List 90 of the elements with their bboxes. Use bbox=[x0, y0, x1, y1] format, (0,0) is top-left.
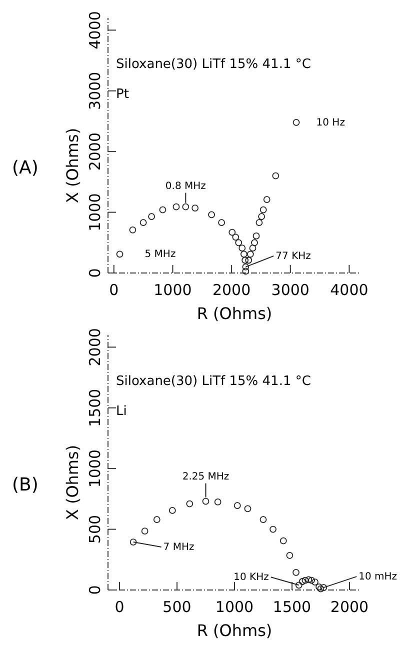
point bbox=[238, 244, 246, 252]
x-tick-label: 2000 bbox=[212, 281, 251, 299]
x-tick-label: 4000 bbox=[330, 281, 368, 299]
annotation: 10 KHz bbox=[234, 572, 269, 584]
point bbox=[116, 250, 124, 258]
point bbox=[252, 232, 260, 240]
point bbox=[316, 584, 322, 590]
point bbox=[305, 576, 312, 584]
point bbox=[182, 203, 190, 210]
text: Li bbox=[116, 404, 127, 419]
point bbox=[153, 516, 160, 524]
x-tick-label: 3000 bbox=[271, 281, 310, 299]
text: Siloxane(30) LiTf 15% 41.1 °C bbox=[116, 57, 311, 72]
point bbox=[302, 576, 309, 584]
point bbox=[320, 584, 328, 592]
point bbox=[256, 219, 263, 226]
x-axis-title: R (Ohms) bbox=[196, 621, 272, 640]
point bbox=[270, 526, 276, 533]
text: Siloxane(30) LiTf 15% 41.1 °C bbox=[116, 374, 311, 389]
y-tick-label: 500 bbox=[86, 514, 104, 544]
annotation: 10 mHz bbox=[358, 572, 398, 583]
y-tick-label: 0 bbox=[86, 585, 104, 595]
point bbox=[140, 219, 147, 226]
y-tick-label: 2000 bbox=[86, 328, 104, 366]
point bbox=[202, 498, 210, 505]
point bbox=[298, 578, 306, 585]
point bbox=[141, 528, 148, 535]
y-tick-label: 2000 bbox=[86, 132, 104, 171]
point bbox=[280, 537, 287, 544]
annotation: 10 Hz bbox=[316, 117, 345, 128]
point bbox=[263, 196, 270, 203]
point bbox=[312, 578, 318, 586]
y-tick-label: 1500 bbox=[86, 388, 104, 427]
text: (B) bbox=[12, 474, 38, 496]
annotation: 0.8 MHz bbox=[165, 180, 206, 192]
y-tick-label: 3000 bbox=[86, 72, 104, 110]
text: (A) bbox=[12, 158, 38, 178]
x-tick-label: 0 bbox=[109, 281, 119, 299]
point bbox=[218, 219, 226, 226]
point bbox=[242, 256, 249, 264]
x-tick-label: 1500 bbox=[272, 598, 312, 616]
x-axis-title: R (Ohms) bbox=[196, 304, 272, 323]
y-tick-label: 1000 bbox=[86, 449, 104, 488]
point bbox=[172, 203, 180, 210]
point bbox=[130, 538, 137, 546]
point bbox=[242, 268, 250, 275]
y-axis-title: X (Ohms) bbox=[63, 444, 82, 520]
point bbox=[208, 211, 216, 218]
annotation: 7 MHz bbox=[163, 542, 194, 554]
point bbox=[240, 250, 248, 258]
point bbox=[186, 500, 194, 508]
point bbox=[235, 239, 242, 246]
point bbox=[168, 507, 176, 514]
point bbox=[129, 226, 136, 234]
point bbox=[317, 585, 324, 592]
point bbox=[286, 552, 294, 559]
x-tick-label: 1000 bbox=[154, 281, 192, 299]
x-tick-label: 500 bbox=[162, 598, 192, 616]
x-tick-label: 0 bbox=[114, 598, 124, 616]
annotation: 5 MHz bbox=[144, 249, 176, 260]
text: Pt bbox=[116, 87, 129, 102]
point bbox=[232, 234, 240, 241]
point bbox=[292, 568, 300, 576]
y-tick-label: 0 bbox=[86, 268, 104, 278]
point bbox=[242, 263, 250, 270]
x-tick-label: 1000 bbox=[215, 598, 254, 616]
point bbox=[308, 576, 315, 584]
point bbox=[249, 244, 256, 252]
y-tick-label: 4000 bbox=[86, 11, 104, 50]
annotation: 2.25 MHz bbox=[182, 471, 230, 482]
point bbox=[192, 204, 199, 212]
point bbox=[260, 206, 267, 214]
annotation: 77 KHz bbox=[276, 250, 311, 262]
point bbox=[245, 256, 252, 264]
point bbox=[148, 213, 155, 220]
y-tick-label: 1000 bbox=[86, 193, 104, 232]
point bbox=[159, 206, 166, 214]
point bbox=[246, 250, 254, 258]
point bbox=[228, 228, 236, 236]
point bbox=[244, 505, 252, 512]
point bbox=[292, 118, 300, 126]
point bbox=[251, 239, 258, 246]
point bbox=[234, 502, 241, 510]
y-axis-title: X (Ohms) bbox=[63, 128, 82, 204]
point bbox=[260, 516, 267, 524]
point bbox=[272, 172, 280, 180]
point bbox=[295, 582, 302, 589]
point bbox=[214, 498, 222, 506]
x-tick-label: 2000 bbox=[330, 598, 369, 616]
point bbox=[258, 213, 266, 220]
